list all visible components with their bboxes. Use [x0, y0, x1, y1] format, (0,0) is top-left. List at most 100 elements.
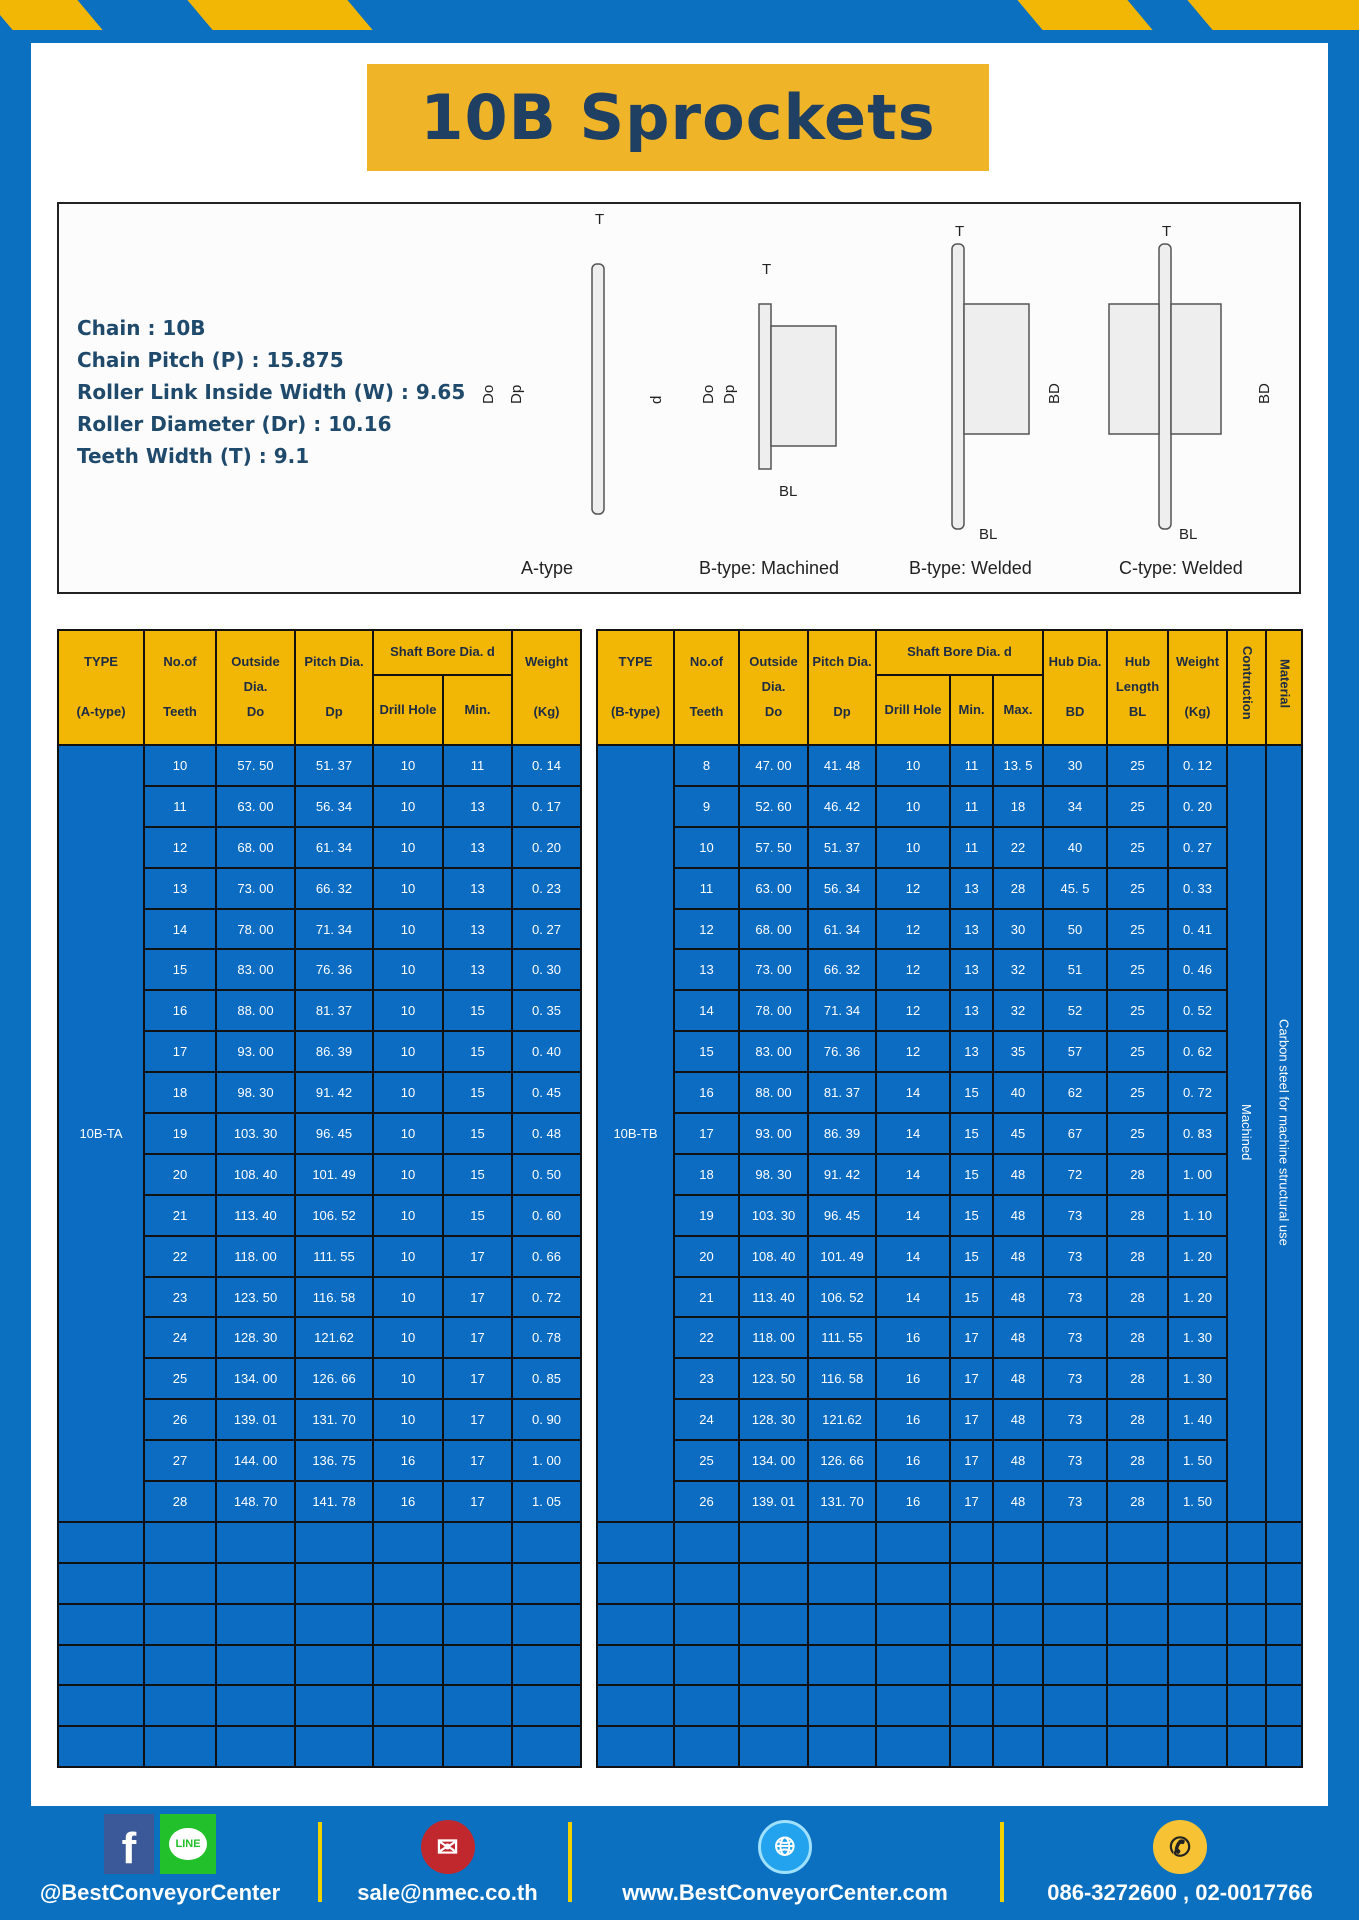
table-cell: 101. 49	[294, 1152, 374, 1196]
table-cell: 0. 50	[511, 1152, 582, 1196]
empty-cell	[738, 1684, 809, 1728]
material-cell-text: Carbon steel for machine structural use	[1276, 1018, 1292, 1246]
email-link[interactable]: sale@nmec.co.th	[357, 1880, 538, 1905]
empty-cell	[991, 1561, 1045, 1605]
table-cell: 0. 52	[1167, 989, 1229, 1033]
website-link[interactable]: www.BestConveyorCenter.com	[622, 1880, 948, 1905]
empty-cell	[511, 1684, 582, 1728]
b-welded-plate	[951, 243, 965, 530]
table-cell: 15	[949, 1071, 994, 1115]
header-teeth: No.of Teeth	[673, 629, 740, 746]
table-cell: 128. 30	[215, 1316, 296, 1360]
header-construction: Contruction	[1226, 629, 1268, 746]
table-row: 21 113. 40 106. 52 10 15 0. 60	[58, 1193, 582, 1237]
empty-cell	[1265, 1684, 1304, 1728]
empty-cell	[1042, 1520, 1109, 1564]
empty-row	[57, 1725, 582, 1769]
table-cell: 28	[1106, 1398, 1170, 1442]
empty-cell	[1042, 1602, 1109, 1646]
table-cell: 10	[143, 744, 217, 787]
empty-cell	[1167, 1561, 1229, 1605]
table-cell: 10	[372, 1112, 444, 1155]
empty-cell	[949, 1602, 994, 1646]
divider	[1000, 1822, 1004, 1902]
construction-cell-text: Machined	[1239, 1103, 1255, 1161]
spec-pitch: Chain Pitch (P) : 15.875	[77, 348, 344, 372]
a-type-plate	[591, 263, 605, 515]
table-cell: 28	[1106, 1234, 1170, 1278]
table-cell: 28	[143, 1480, 217, 1523]
footer-phone[interactable]: ✆ 086-3272600 , 02-0017766	[1010, 1806, 1350, 1920]
svg-text:A-type: A-type	[521, 558, 573, 578]
table-cell: 139. 01	[215, 1398, 296, 1442]
table-cell: 34	[1042, 784, 1109, 828]
empty-cell	[511, 1602, 582, 1646]
empty-cell	[372, 1561, 444, 1605]
table-row: 25 134. 00 126. 66 16 17 48 73 28 1. 50	[597, 1439, 1302, 1483]
table-cell: 1. 40	[1167, 1398, 1229, 1442]
table-cell: 45. 5	[1042, 866, 1109, 910]
table-cell: 76. 36	[294, 948, 374, 992]
table-row: 18 98. 30 91. 42 10 15 0. 45	[58, 1071, 582, 1115]
svg-text:T: T	[762, 261, 771, 278]
empty-cell	[215, 1561, 296, 1605]
empty-cell	[738, 1725, 809, 1769]
footer-social[interactable]: f LINE @BestConveyorCenter	[20, 1806, 300, 1920]
empty-cell	[1265, 1643, 1304, 1687]
empty-cell	[875, 1684, 951, 1728]
table-cell: 126. 66	[807, 1439, 877, 1483]
table-cell: 61. 34	[807, 907, 877, 951]
table-cell: 25	[1106, 907, 1170, 951]
table-cell: 46. 42	[807, 784, 877, 828]
table-cell: 0. 78	[511, 1316, 582, 1360]
table-cell: 144. 00	[215, 1439, 296, 1483]
table-cell: 32	[991, 948, 1045, 992]
table-row: 26 139. 01 131. 70 16 17 48 73 28 1. 50	[597, 1480, 1302, 1523]
footer-website[interactable]: 🌐︎ www.BestConveyorCenter.com	[580, 1806, 990, 1920]
empty-cell	[442, 1520, 513, 1564]
table-cell: 1. 50	[1167, 1480, 1229, 1523]
empty-cell	[991, 1602, 1045, 1646]
table-cell: 88. 00	[215, 989, 296, 1033]
empty-cell	[1106, 1602, 1170, 1646]
table-cell: 51. 37	[807, 825, 877, 869]
table-cell: 15	[949, 1275, 994, 1319]
empty-cell	[875, 1520, 951, 1564]
empty-cell	[143, 1561, 217, 1605]
table-cell: 48	[991, 1275, 1045, 1319]
svg-text:d: d	[648, 396, 665, 404]
table-cell: 12	[875, 948, 951, 992]
table-cell: 91. 42	[807, 1152, 877, 1196]
empty-cell	[1167, 1602, 1229, 1646]
table-cell: 48	[991, 1316, 1045, 1360]
phone-icon: ✆	[1153, 1820, 1207, 1874]
table-cell: 16	[875, 1316, 951, 1360]
table-cell: 118. 00	[738, 1316, 809, 1360]
empty-cell	[1265, 1725, 1304, 1769]
table-cell: 14	[875, 1112, 951, 1155]
svg-text:Dp: Dp	[721, 385, 738, 404]
empty-cell	[294, 1684, 374, 1728]
table-cell: 28	[1106, 1439, 1170, 1483]
empty-cell	[991, 1725, 1045, 1769]
email-icon: ✉	[420, 1820, 475, 1874]
c-welded-hub-right	[1170, 303, 1222, 435]
footer-email[interactable]: ✉ sale@nmec.co.th	[330, 1806, 565, 1920]
table-cell: 134. 00	[215, 1357, 296, 1401]
table-cell: 1. 10	[1167, 1193, 1229, 1237]
empty-cell	[511, 1725, 582, 1769]
table-row: 16 88. 00 81. 37 14 15 40 62 25 0. 72	[597, 1071, 1302, 1115]
empty-cell	[991, 1520, 1045, 1564]
table-cell: 16	[875, 1439, 951, 1483]
table-cell: 12	[875, 1030, 951, 1074]
table-cell: 48	[991, 1152, 1045, 1196]
empty-cell	[57, 1684, 145, 1728]
table-cell: 21	[673, 1275, 740, 1319]
table-cell: 48	[991, 1193, 1045, 1237]
table-cell: 25	[1106, 744, 1170, 787]
svg-text:Dp: Dp	[508, 385, 525, 404]
table-cell: 1. 30	[1167, 1316, 1229, 1360]
svg-text:T: T	[595, 211, 604, 228]
table-cell: 10	[372, 907, 444, 951]
table-cell: 123. 50	[738, 1357, 809, 1401]
